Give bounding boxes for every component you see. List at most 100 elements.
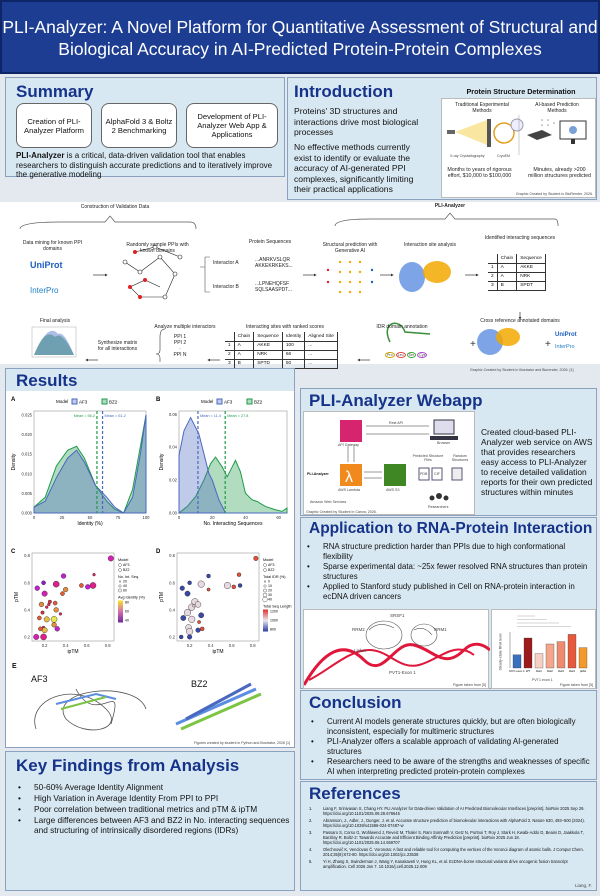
- rna-bar-label: Del1: [536, 669, 542, 673]
- final-analysis-label: Final analysis: [39, 318, 71, 324]
- scatter-point: [206, 573, 211, 579]
- x-tick-label: 0.8: [250, 643, 256, 648]
- conclusion-bullets: Current AI models generate structures qu…: [307, 717, 592, 777]
- legend-model-title: Model: [263, 558, 273, 562]
- uniprot-logo: UniProt: [30, 260, 63, 270]
- legend-size-marker: [262, 592, 268, 598]
- browser-label: Browser: [437, 441, 451, 445]
- srsf1-label: SRSF1: [390, 613, 405, 618]
- panel-label: C: [11, 549, 16, 555]
- rest-api-label: Rest API: [389, 421, 403, 425]
- rrm2-label: RRM2: [352, 627, 365, 632]
- scatter-point: [92, 573, 96, 577]
- legend-size-label: 10: [268, 584, 272, 588]
- conclusion-bullet: PLI-Analyzer offers a scalable approach …: [307, 737, 592, 756]
- scatter-point: [40, 633, 47, 641]
- scatter-point: [194, 601, 202, 608]
- legend-color-tick: 80: [125, 601, 129, 605]
- reference-item[interactable]: 5. Yi H, Zhang S, Swinderman J, Wang Y, K…: [309, 859, 568, 869]
- density-curve-bz2: [33, 414, 147, 514]
- linker-label: Linker: [354, 648, 367, 653]
- pdb-label: PDB: [420, 472, 428, 476]
- uniprot-logo-2: UniProt: [555, 332, 577, 338]
- legend-color-title: Total Seq Length: [263, 605, 292, 609]
- rna-structure-figure: SRSF1 RRM2 RRM1 Linker PVT1-Exon 1 Figur…: [303, 609, 490, 689]
- summary-body: is a critical, data-driven validation to…: [16, 151, 273, 179]
- legend-title: Model: [56, 399, 68, 404]
- rna-bar: [567, 634, 577, 669]
- workflow-arrows-icon: + +: [19, 212, 559, 362]
- webapp-pli-label: PLI-Analyzer: [307, 472, 329, 476]
- y-axis-label: Density: [159, 453, 165, 470]
- predicted-files-label: Predicted Structure Files: [412, 454, 444, 463]
- chart-d: D 0.2 0.4 0.6 0.8 0.2 0.4 0.6 0.8 ipTM pTM ModelAF3…: [156, 549, 292, 655]
- scatter-point: [184, 609, 192, 617]
- legend-color-tick: 800: [270, 628, 276, 632]
- legend-label-bz2: BZ2: [109, 400, 118, 405]
- legend-swatch-bz2: [246, 398, 253, 405]
- reference-item[interactable]: 1. Liang F, Srinivasan S, Chang HY. PLI A…: [309, 806, 585, 816]
- summary-pill-3: Development of PLI-Analyzer Web App & Ap…: [186, 103, 278, 148]
- scatter-point: [236, 572, 242, 577]
- density-curve-bz2: [177, 456, 288, 514]
- x-axis-label: ipTM: [67, 649, 78, 655]
- scatter-point: [188, 615, 196, 623]
- poster-title: PLI-Analyzer: A Novel Platform for Quant…: [0, 0, 600, 74]
- reference-item[interactable]: 3. Passaro S, Corso G, Wohlwend J, Reveiz…: [309, 830, 584, 845]
- svg-text:+: +: [545, 339, 551, 350]
- interactor-a-label: Interactor A: [213, 260, 239, 266]
- construction-label: Construction of Validation Data: [80, 204, 150, 210]
- references-list: 1. Liang F, Srinivasan S, Chang HY. PLI A…: [309, 806, 589, 871]
- x-tick-label: 0.2: [42, 643, 48, 648]
- intro-figure: Traditional Experimental Methods AI-base…: [441, 98, 596, 198]
- scatter-point: [186, 628, 194, 636]
- residue-leu: Leu: [395, 352, 406, 358]
- aws-architecture-icon: λ: [340, 419, 463, 501]
- scatter-point: [51, 622, 57, 628]
- rna-bullets: RNA structure prediction harder than PPI…: [303, 542, 588, 602]
- scatter-point: [38, 601, 45, 608]
- rna-figure-credit: Figure taken from [5]: [452, 683, 486, 687]
- scatter-point: [192, 604, 196, 608]
- interpro-logo-2: InterPro: [555, 344, 575, 350]
- legend-label-af3: AF3: [79, 400, 88, 405]
- results-header: [6, 369, 294, 391]
- x-tick-label: 20: [210, 515, 215, 520]
- key-finding: 50-60% Average Identity Alignment: [14, 782, 294, 792]
- reference-item[interactable]: 4. Olechnovič K, Venclovas Č. Voronota: A…: [309, 847, 584, 857]
- chart-c: C 0.2 0.4 0.6 0.8 0.2 0.4 0.6 0.8 ipTM pTM ModelAF3…: [11, 549, 145, 655]
- y-tick-label: 0.6: [24, 580, 30, 585]
- svg-text:λ: λ: [345, 469, 353, 486]
- summary-pill-2: AlphaFold 3 & Boltz 2 Benchmarking: [101, 103, 177, 148]
- y-tick-label: 0.4: [24, 607, 30, 612]
- x-tick-label: 40: [243, 515, 248, 520]
- legend-label-af3: AF3: [224, 400, 233, 405]
- scatter-point: [33, 634, 40, 640]
- author-label: Liang, F.: [574, 883, 592, 888]
- rna-bar: [578, 647, 588, 669]
- title-line-1: PLI-Analyzer: A Novel Platform for Quant…: [2, 17, 598, 37]
- rna-heading: Application to RNA-Protein Interaction: [309, 520, 593, 537]
- reference-item[interactable]: 2. Abramson, J., Adler, J., Dunger, J. et…: [309, 818, 585, 828]
- legend-model-label: AF3: [123, 563, 129, 567]
- rna-bullet: RNA structure prediction harder than PPI…: [303, 542, 588, 561]
- y-tick-label: 0.025: [22, 412, 33, 417]
- scatter-point: [237, 583, 243, 588]
- intro-paragraph-1: Proteins' 3D structures and interactions…: [294, 106, 419, 137]
- protein-structures-icon: [34, 682, 262, 731]
- x-axis-label: No. Interacting Sequences: [204, 521, 263, 527]
- rna-helix-icon: [304, 620, 490, 686]
- x-tick-label: 0.4: [208, 643, 214, 648]
- scatter-point: [37, 615, 42, 621]
- webapp-diagram: λ API Gateway Rest API Browser AWS Lambd…: [303, 411, 475, 515]
- conclusion-bullet: Researchers need to be aware of the stre…: [307, 757, 592, 776]
- report-label: Random Structures: [451, 454, 469, 463]
- methods-illustration-icon: [447, 115, 587, 155]
- scatter-point: [41, 580, 46, 586]
- ppi-list: PPI 1 PPI 2 · PPI N: [173, 334, 187, 358]
- x-tick-label: 50: [88, 515, 93, 520]
- key-finding: Poor correlation between traditional met…: [14, 804, 294, 814]
- scatter-point: [223, 581, 231, 589]
- summary-heading: Summary: [16, 82, 94, 101]
- y-tick-label: 0.04: [169, 445, 178, 450]
